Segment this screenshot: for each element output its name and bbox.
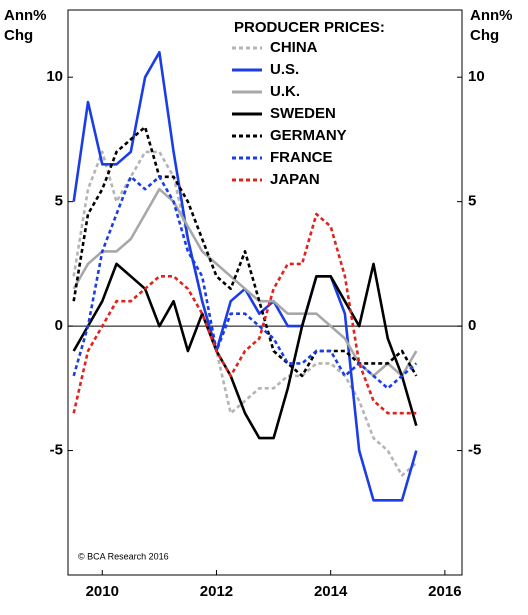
y2-tick-label: -5: [468, 442, 481, 459]
y2-tick-label: 10: [468, 68, 485, 85]
series-line: [72, 212, 417, 415]
legend-label: JAPAN: [270, 171, 320, 188]
legend-label: FRANCE: [270, 149, 333, 166]
y2-tick-label: 0: [468, 317, 476, 334]
legend-title: PRODUCER PRICES:: [234, 19, 385, 36]
series-line: [72, 125, 418, 378]
y-axis-label: Ann%: [4, 7, 47, 24]
y-tick-label: 10: [46, 68, 63, 85]
x-tick-label: 2016: [428, 583, 461, 600]
y2-tick-label: 5: [468, 193, 476, 210]
y-tick-label: -5: [50, 442, 63, 459]
series-line: [72, 51, 418, 502]
x-tick-label: 2012: [200, 583, 233, 600]
series-line: [72, 150, 418, 477]
y2-axis-label: Ann%: [470, 7, 513, 24]
y-tick-label: 5: [55, 193, 63, 210]
y-axis-label: Chg: [4, 27, 33, 44]
series-line: [72, 187, 418, 378]
legend-label: CHINA: [270, 39, 318, 56]
legend-label: U.K.: [270, 83, 300, 100]
y2-axis-label: Chg: [470, 27, 499, 44]
y-tick-label: 0: [55, 317, 63, 334]
source-note: © BCA Research 2016: [78, 551, 169, 561]
plot-frame: [67, 9, 463, 576]
x-tick-label: 2010: [86, 583, 119, 600]
legend-label: GERMANY: [270, 127, 347, 144]
legend-label: U.S.: [270, 61, 299, 78]
series-line: [72, 175, 418, 390]
series-line: [72, 262, 418, 440]
x-tick-label: 2014: [314, 583, 348, 600]
legend-label: SWEDEN: [270, 105, 336, 122]
